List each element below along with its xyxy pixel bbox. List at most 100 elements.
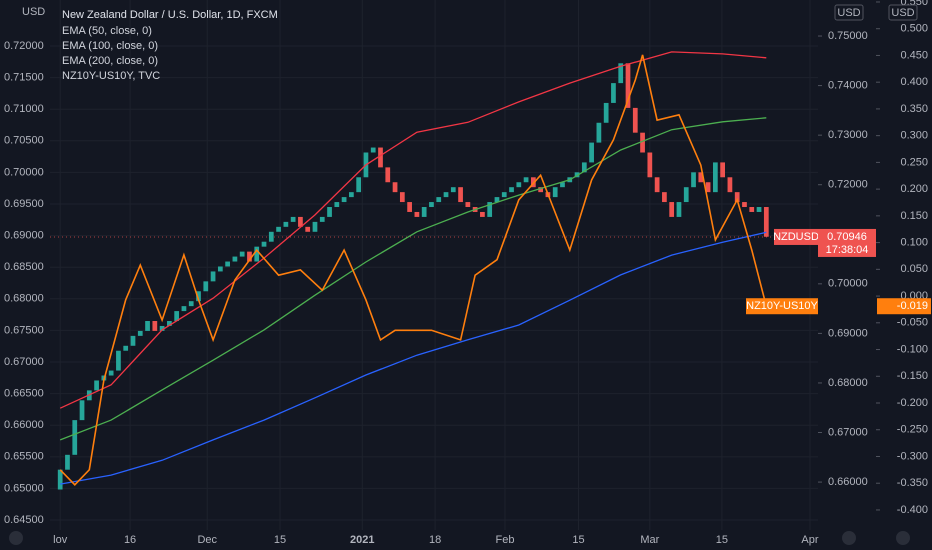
left-tick-label: 0.65000 <box>4 482 44 494</box>
legend-entry[interactable]: EMA (50, close, 0) <box>62 25 152 37</box>
y2-tick-label: 0.400 <box>900 76 928 88</box>
unit-box[interactable] <box>834 4 864 21</box>
x-tick-label: lov <box>53 534 68 546</box>
left-tick-label: 0.70500 <box>4 135 44 147</box>
candle-body <box>145 321 150 331</box>
legend-entry[interactable]: NZ10Y-US10Y, TVC <box>62 70 160 82</box>
spread-tag-name: NZ10Y-US10Y <box>746 300 818 312</box>
y2-tick-label: -0.300 <box>897 450 928 462</box>
left-tick-label: 0.66000 <box>4 419 44 431</box>
candle-body <box>312 221 318 232</box>
x-tick-label: Apr <box>801 534 818 546</box>
candle-body <box>538 187 544 193</box>
y2-tick-label: 0.050 <box>900 263 928 275</box>
left-tick-label: 0.69500 <box>4 198 44 210</box>
candle-body <box>327 207 332 217</box>
candle-body <box>618 63 624 84</box>
y2-tick-label: 0.550 <box>900 0 928 8</box>
candle-body <box>210 271 216 282</box>
candle-body <box>290 216 296 222</box>
candle-body <box>217 266 223 272</box>
x-tick-label: 2021 <box>350 534 374 546</box>
candle-body <box>581 162 587 173</box>
candle-body <box>516 182 522 188</box>
candle-body <box>57 469 63 490</box>
candle-body <box>123 345 129 351</box>
unit-box[interactable] <box>888 4 918 21</box>
y2-tick-label: -0.200 <box>897 397 928 409</box>
price-tag <box>818 228 876 257</box>
candle-body <box>698 172 704 183</box>
y-tick-label: 0.70000 <box>828 278 868 290</box>
candle-body <box>152 321 158 331</box>
scroll-button[interactable] <box>896 531 910 545</box>
candle-body <box>72 420 78 455</box>
candle-body <box>734 192 740 203</box>
candle-body <box>370 147 376 153</box>
candle-body <box>341 197 347 203</box>
legend-entry[interactable]: EMA (100, close, 0) <box>62 40 158 52</box>
candle-body <box>65 454 70 470</box>
candle-body <box>756 207 762 212</box>
y-tick-label: 0.72000 <box>828 179 868 191</box>
scroll-button[interactable] <box>9 531 23 545</box>
y-tick-label: 0.66000 <box>828 476 868 488</box>
y2-tick-label: 0.500 <box>900 23 928 35</box>
left-tick-label: 0.70000 <box>4 166 44 178</box>
candle-body <box>603 102 609 123</box>
candle-body <box>196 291 201 302</box>
candle-body <box>625 63 631 108</box>
y2-tick-label: -0.150 <box>897 370 928 382</box>
candle-body <box>749 207 755 212</box>
candle-body <box>298 216 303 227</box>
candle-body <box>167 321 172 326</box>
candle-body <box>203 281 209 292</box>
series-line <box>59 54 768 486</box>
spread-tag <box>877 298 931 315</box>
spread-tag <box>746 298 818 315</box>
left-tick-label: 0.68500 <box>4 261 44 273</box>
price-tag-name: NZDUSD <box>773 231 819 243</box>
candle-body <box>174 311 180 322</box>
y-tick-label: 0.68000 <box>828 377 868 389</box>
candle-body <box>79 400 85 421</box>
x-tick-label: Feb <box>495 534 514 546</box>
x-tick-label: 15 <box>716 534 728 546</box>
y2-tick-label: -0.350 <box>897 477 928 489</box>
y-tick-label: 0.67000 <box>828 426 868 438</box>
candle-body <box>560 182 565 188</box>
candle-body <box>392 182 398 193</box>
left-tick-label: 0.66500 <box>4 388 44 400</box>
candle-body <box>720 162 726 178</box>
candle-body <box>494 197 500 203</box>
y-tick-label: 0.74000 <box>828 79 868 91</box>
left-tick-label: 0.69000 <box>4 230 44 242</box>
candle-body <box>647 152 653 178</box>
candle-body <box>676 202 682 217</box>
candle-body <box>385 167 391 183</box>
series-line <box>60 231 767 485</box>
candle-body <box>232 256 238 262</box>
candle-body <box>305 226 311 232</box>
candle-body <box>349 192 354 198</box>
candle-body <box>683 187 689 203</box>
candle-body <box>552 187 558 198</box>
candle-body <box>108 370 114 376</box>
candle-body <box>480 211 485 217</box>
candle-body <box>137 330 143 336</box>
y-tick-label: 0.73000 <box>828 129 868 141</box>
y2-tick-label: 0.250 <box>900 156 928 168</box>
candle-body <box>181 306 187 312</box>
legend-entry[interactable]: EMA (200, close, 0) <box>62 55 158 67</box>
candle-body <box>611 83 616 103</box>
x-tick-label: Mar <box>640 534 659 546</box>
right-axis-unit: USD <box>837 7 860 19</box>
candle-body <box>450 187 456 193</box>
y2-tick-label: 0.100 <box>900 237 928 249</box>
x-tick-label: 18 <box>429 534 441 546</box>
x-tick-label: Dec <box>197 534 217 546</box>
y2-tick-label: -0.050 <box>897 317 928 329</box>
scroll-button[interactable] <box>842 531 856 545</box>
candle-body <box>458 187 463 203</box>
